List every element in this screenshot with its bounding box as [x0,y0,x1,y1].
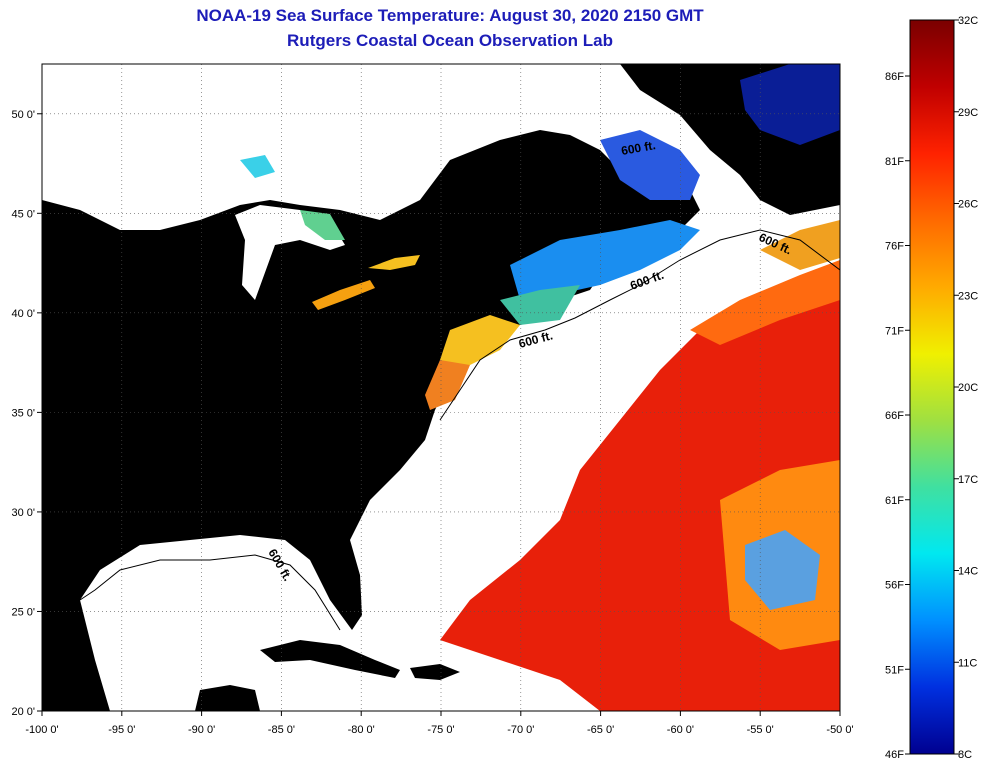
x-tick-label: -100 0' [25,724,58,736]
y-tick-label: 40 0' [11,308,35,320]
x-tick-label: -55 0' [747,724,774,736]
x-tick-label: -90 0' [188,724,215,736]
y-tick-label: 45 0' [11,208,35,220]
colorbar-celsius-label: 11C [958,657,977,669]
land-cuba [260,640,400,678]
colorbar-fahrenheit-label: 86F [885,71,904,83]
sst-gulf-of-maine [510,220,700,300]
map-plot-area [42,64,840,711]
y-tick-label: 35 0' [11,407,35,419]
colorbar-fahrenheit-label: 71F [885,325,904,337]
sst-colorbar: 32C 29C 26C 23C 20C 17C 14C 11C 8C 86F 81F 76F 71F 66… [885,15,978,761]
map-subtitle: Rutgers Coastal Ocean Observation Lab [287,31,613,50]
lake-superior-sst [240,155,275,178]
colorbar-fahrenheit-label: 66F [885,410,904,422]
isobath-label: 600 ft. [620,138,657,158]
sst-labrador-sea-cold [740,64,840,145]
y-tick-label: 30 0' [11,507,35,519]
x-tick-label: -50 0' [826,724,853,736]
y-tick-label: 20 0' [11,706,35,718]
colorbar-fahrenheit-label: 56F [885,580,904,592]
lake-ontario [368,255,420,270]
colorbar-fahrenheit-label: 61F [885,495,904,507]
longitude-axis: -100 0' -95 0' -90 0' -85 0' -80 0' -75 0' -70… [25,711,854,736]
x-tick-label: -65 0' [587,724,614,736]
latitude-axis: 50 0' 45 0' 40 0' 35 0' 30 0' 25 0' 20 0' [11,109,42,718]
sst-warm-band-north [690,260,840,345]
land-hispaniola [410,664,460,680]
x-tick-label: -95 0' [108,724,135,736]
colorbar-gradient [909,19,955,755]
lake-huron-sst [300,210,345,240]
colorbar-celsius-label: 29C [958,107,978,119]
colorbar-fahrenheit-label: 46F [885,749,904,761]
x-tick-label: -85 0' [268,724,295,736]
colorbar-celsius-label: 14C [958,566,978,578]
colorbar-celsius-label: 23C [958,290,978,302]
colorbar-celsius-label: 32C [958,15,978,27]
x-tick-label: -70 0' [507,724,534,736]
sst-mid-atlantic-shelf [440,315,520,370]
isobath-600ft [79,229,840,631]
x-tick-label: -60 0' [667,724,694,736]
colorbar-celsius-label: 20C [958,382,978,394]
y-tick-label: 50 0' [11,109,35,121]
sst-gulf-of-st-lawrence [600,130,700,200]
colorbar-celsius-label: 8C [958,749,972,761]
colorbar-fahrenheit-label: 81F [885,156,904,168]
lake-erie [312,280,375,310]
sst-carolina-shelf [425,360,470,410]
colorbar-celsius-label: 17C [958,474,978,486]
y-tick-label: 25 0' [11,606,35,618]
land-yucatan [195,685,260,711]
colorbar-celsius-label: 26C [958,199,978,211]
cloud-gap-east [745,530,820,610]
map-title: NOAA-19 Sea Surface Temperature: August … [196,6,704,25]
sst-warm-patch-ne [760,220,840,270]
sst-nova-scotia-shelf [500,285,580,325]
colorbar-fahrenheit-label: 76F [885,241,904,253]
colorbar-fahrenheit-label: 51F [885,664,904,676]
x-tick-label: -75 0' [427,724,454,736]
x-tick-label: -80 0' [348,724,375,736]
colorbar-ticks: 32C 29C 26C 23C 20C 17C 14C 11C 8C 86F 81F 76F 71F 66… [885,15,978,761]
